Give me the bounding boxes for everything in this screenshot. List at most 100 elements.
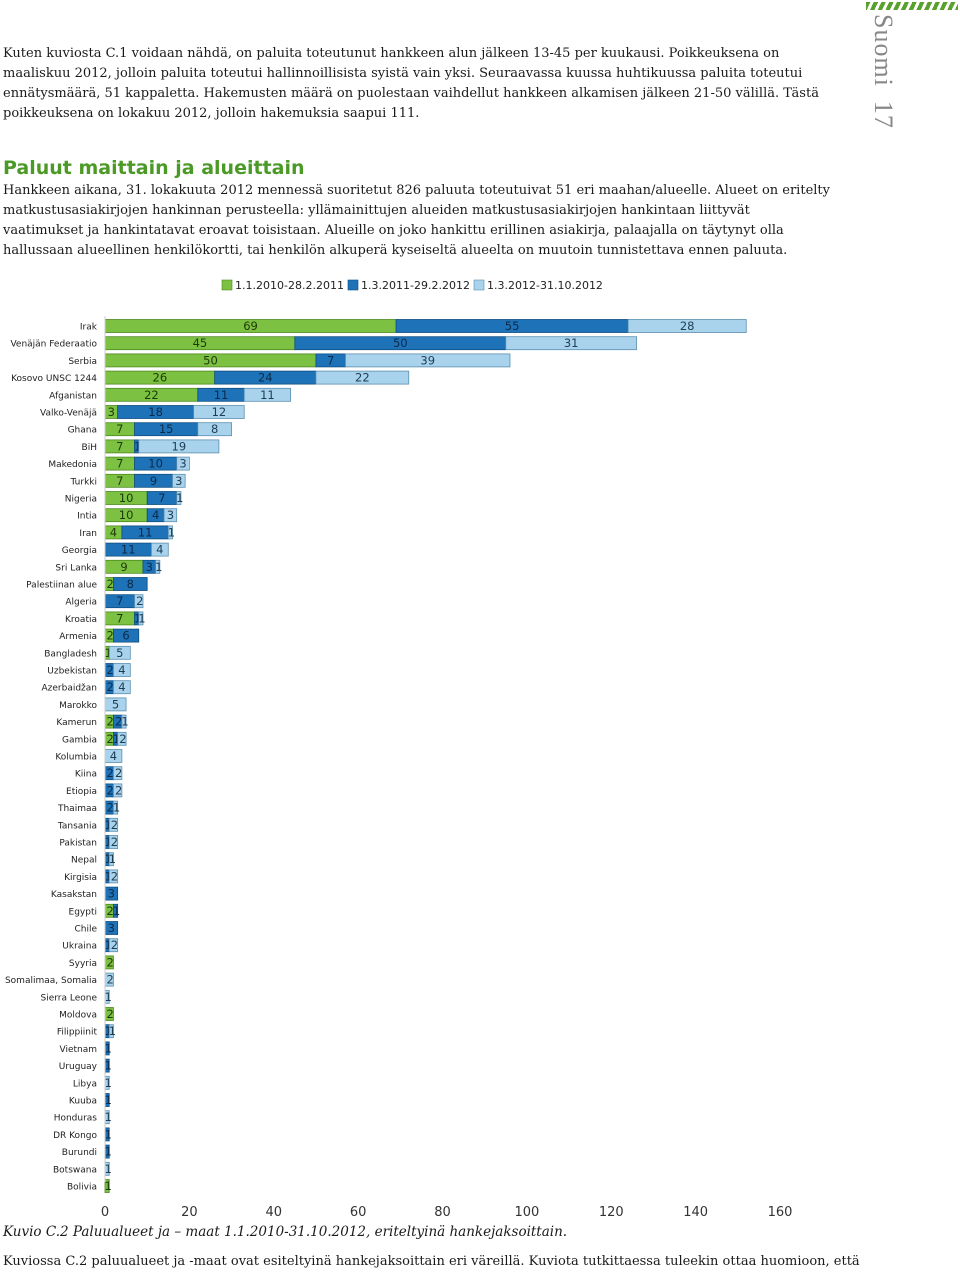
value-label-nepal-series-2: 1 [104, 852, 111, 866]
value-label-nigeria-series-1: 10 [119, 491, 134, 505]
bar-palestiinan-alue-series-2 [113, 577, 148, 591]
category-label-bangladesh: Bangladesh [44, 649, 97, 659]
legend-label-3: 1.3.2012-31.10.2012 [487, 279, 603, 292]
chart-x-axis: 0 20 40 60 80 100 120 140 160 [101, 316, 793, 1218]
category-label-afganistan: Afganistan [49, 391, 97, 401]
value-label-bih-series-1: 7 [116, 439, 123, 453]
bar-irak-series-3 [627, 319, 747, 333]
value-label-serbia-series-2: 7 [327, 353, 334, 367]
value-label-kirgisia-series-2: 1 [104, 869, 111, 883]
page-number: 17 [869, 100, 898, 129]
intro-paragraph: Kuten kuviosta C.1 voidaan nähdä, on pal… [3, 46, 819, 121]
value-label-kirgisia-series-3: 2 [111, 869, 118, 883]
category-label-irak: Irak [80, 323, 98, 333]
value-label-moldova-series-1: 2 [107, 1007, 114, 1021]
section-title: Paluut maittain ja alueittain [3, 157, 305, 179]
value-label-turkki-series-2: 9 [150, 474, 157, 488]
bar-kirgisia-series-3 [108, 869, 119, 884]
value-label-makedonia-series-3: 3 [179, 457, 186, 471]
category-label-filippiinit: Filippiinit [57, 1028, 98, 1038]
value-label-iran-series-3: 1 [168, 525, 175, 539]
value-label-iran-series-1: 4 [110, 525, 117, 539]
value-label-afganistan-series-2: 11 [214, 388, 229, 402]
bar-thaimaa-series-3 [113, 800, 119, 815]
value-label-uzbekistan-series-3: 4 [118, 663, 125, 677]
value-label-ghana-series-2: 15 [159, 422, 174, 436]
bar-gambia-series-3 [117, 731, 127, 746]
category-label-burundi: Burundi [62, 1148, 97, 1158]
bar-georgia-series-3 [151, 542, 169, 557]
value-label-vietnam-series-2: 1 [104, 1041, 111, 1055]
value-label-georgia-series-2: 11 [121, 543, 136, 557]
category-label-gambia: Gambia [62, 735, 97, 745]
value-label-kosovo-unsc-1244-series-1: 26 [153, 371, 168, 385]
value-label-makedonia-series-1: 7 [116, 457, 123, 471]
value-label-kolumbia-series-3: 4 [110, 749, 117, 763]
x-tick-label-80: 80 [434, 1205, 451, 1218]
category-label-palestiinan-alue: Palestiinan alue [26, 581, 97, 591]
bar-makedonia-series-3 [176, 456, 190, 471]
category-label-algeria: Algeria [65, 598, 97, 608]
category-label-georgia: Georgia [62, 546, 97, 556]
following-paragraph: Kuviossa C.2 paluualueet ja -maat ovat e… [3, 1254, 860, 1269]
chart-legend: 1.1.2010-28.2.2011 1.3.2011-29.2.2012 1.3.… [221, 279, 603, 292]
value-label-egypti-series-1: 2 [107, 904, 114, 918]
category-label-venajan-federaatio: Venäjän Federaatio [10, 340, 97, 350]
value-label-ukraina-series-2: 1 [104, 938, 111, 952]
bar-valko-venaja-series-3 [193, 405, 245, 419]
category-label-uruguay: Uruguay [59, 1062, 98, 1072]
category-label-moldova: Moldova [59, 1011, 97, 1021]
value-label-pakistan-series-2: 1 [104, 835, 111, 849]
running-title: Suomi [869, 14, 898, 87]
value-label-thaimaa-series-3: 1 [113, 801, 120, 815]
value-label-sri-lanka-series-3: 1 [155, 560, 162, 574]
value-label-kuuba-series-2: 1 [104, 1093, 111, 1107]
x-tick-label-120: 120 [599, 1205, 624, 1218]
value-label-algeria-series-2: 7 [116, 594, 123, 608]
value-label-etiopia-series-2: 2 [107, 783, 114, 797]
category-label-tansania: Tansania [57, 821, 97, 831]
value-label-burundi-series-2: 1 [104, 1145, 111, 1159]
bar-ghana-series-3 [197, 422, 232, 437]
bar-kroatia-series-3 [138, 611, 144, 626]
value-label-kosovo-unsc-1244-series-3: 22 [355, 371, 370, 385]
category-label-marokko: Marokko [59, 701, 97, 711]
value-label-sri-lanka-series-2: 3 [146, 560, 153, 574]
category-label-kamerun: Kamerun [56, 718, 97, 728]
value-label-azerbaidzan-series-3: 4 [118, 680, 125, 694]
value-label-venajan-federaatio-series-1: 45 [193, 336, 208, 350]
value-label-makedonia-series-2: 10 [148, 457, 163, 471]
bar-nepal-series-3 [108, 852, 114, 867]
value-label-serbia-series-3: 39 [420, 353, 435, 367]
section-body: Hankkeen aikana, 31. lokakuuta 2012 menn… [3, 183, 830, 258]
stacked-bar-chart: 1.1.2010-28.2.2011 1.3.2011-29.2.2012 1.3.… [5, 279, 793, 1218]
bar-armenia-series-2 [113, 628, 140, 643]
bar-uzbekistan-series-3 [113, 663, 131, 677]
x-tick-label-140: 140 [683, 1205, 708, 1218]
category-label-uzbekistan: Uzbekistan [47, 667, 97, 677]
value-label-tansania-series-2: 1 [104, 818, 111, 832]
category-label-ghana: Ghana [68, 426, 97, 436]
value-label-irak-series-1: 69 [243, 319, 258, 333]
value-label-kamerun-series-2: 2 [115, 715, 122, 729]
category-label-chile: Chile [74, 925, 97, 935]
x-tick-label-160: 160 [768, 1205, 793, 1218]
value-label-sierra-leone-series-3: 1 [104, 990, 111, 1004]
category-label-turkki: Turkki [70, 477, 97, 487]
x-tick-label-40: 40 [265, 1205, 282, 1218]
bar-etiopia-series-3 [113, 783, 123, 798]
value-label-kiina-series-2: 2 [107, 766, 114, 780]
value-label-intia-series-2: 4 [152, 508, 159, 522]
value-label-kamerun-series-3: 1 [121, 715, 128, 729]
value-label-marokko-series-3: 5 [112, 697, 119, 711]
value-label-kosovo-unsc-1244-series-2: 24 [258, 371, 273, 385]
bar-bih-series-3 [138, 439, 220, 454]
category-label-iran: Iran [79, 529, 97, 539]
category-label-kasakstan: Kasakstan [51, 890, 97, 900]
x-tick-label-0: 0 [101, 1205, 109, 1218]
value-label-intia-series-3: 3 [167, 508, 174, 522]
value-label-valko-venaja-series-3: 12 [212, 405, 227, 419]
category-label-etiopia: Etiopia [66, 787, 97, 797]
category-label-kiina: Kiina [75, 770, 97, 780]
value-label-kroatia-series-3: 1 [138, 611, 145, 625]
